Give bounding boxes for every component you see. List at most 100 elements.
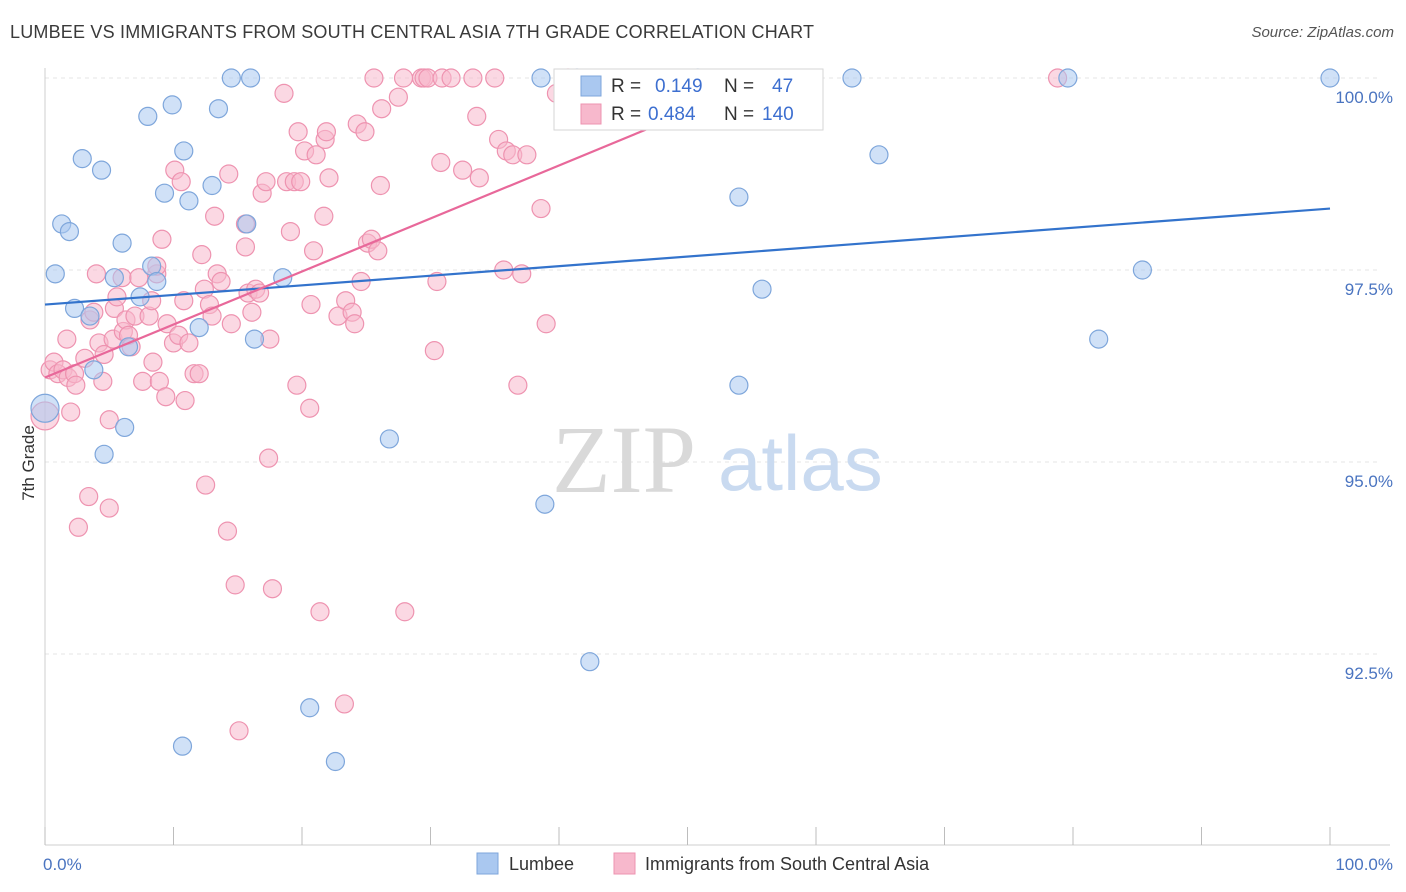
immigrants-point-120 [485, 68, 505, 88]
y-tick-label-2: 97.5% [1345, 280, 1393, 299]
immigrants-point-80 [291, 172, 311, 192]
immigrants-point-47 [179, 333, 199, 353]
axes [44, 68, 1390, 846]
immigrants-point-52 [196, 475, 216, 495]
immigrants-point-83 [301, 294, 321, 315]
lumbee-point-32 [325, 751, 346, 772]
immigrants-point-84 [303, 241, 324, 261]
immigrants-point-118 [467, 106, 487, 127]
lumbee-point-19 [162, 95, 182, 115]
immigrants-point-38 [152, 229, 172, 249]
legend-r-value-1: 0.149 [655, 76, 703, 97]
immigrants-point-102 [368, 241, 388, 261]
lumbee-point-20 [172, 736, 193, 756]
immigrants-point-31 [133, 371, 153, 391]
immigrants-point-61 [225, 575, 245, 595]
lumbee-point-25 [208, 99, 229, 119]
lumbee-point-43 [869, 145, 889, 165]
immigrants-point-115 [441, 68, 461, 88]
bottom-legend-swatch-lumbee [476, 852, 499, 875]
immigrants-point-106 [393, 68, 414, 88]
lumbee-point-29 [241, 68, 261, 88]
lumbee-point-21 [174, 141, 194, 161]
immigrants-point-103 [370, 175, 390, 196]
lumbee-point-47 [1320, 68, 1340, 88]
chart-title: LUMBEE VS IMMIGRANTS FROM SOUTH CENTRAL … [10, 22, 815, 42]
immigrants-point-114 [431, 152, 451, 173]
immigrants-points [30, 68, 1068, 741]
immigrants-point-55 [205, 206, 225, 226]
lumbee-point-33 [379, 429, 399, 449]
immigrants-point-82 [300, 398, 320, 418]
immigrants-point-125 [508, 375, 528, 395]
immigrants-point-87 [314, 206, 334, 226]
immigrants-point-60 [221, 314, 241, 334]
immigrants-point-6 [61, 402, 81, 422]
lumbee-point-1 [45, 264, 65, 284]
immigrants-point-45 [174, 291, 194, 311]
immigrants-point-59 [219, 164, 239, 184]
immigrants-point-85 [306, 145, 326, 165]
lumbee-point-24 [202, 175, 222, 196]
y-tick-label-1: 95.0% [1345, 472, 1393, 491]
watermark-zip: ZIP [552, 406, 696, 513]
grid-lines [45, 77, 1380, 655]
y-tick-labels: 92.5% 95.0% 97.5% 100.0% [1335, 88, 1393, 683]
immigrants-point-71 [258, 448, 279, 468]
immigrants-point-112 [427, 271, 447, 292]
immigrants-point-89 [316, 122, 337, 142]
immigrants-point-66 [242, 302, 262, 322]
x-tick-label-1: 100.0% [1335, 855, 1393, 874]
legend-r-label-2: R = [611, 104, 641, 125]
immigrants-point-78 [287, 375, 307, 395]
lumbee-point-42 [842, 68, 862, 88]
lumbee-point-28 [244, 329, 265, 349]
immigrants-point-50 [192, 245, 212, 265]
lumbee-point-17 [147, 271, 167, 292]
immigrants-point-76 [280, 222, 301, 242]
legend-r-label-1: R = [611, 76, 641, 97]
immigrants-point-127 [517, 145, 537, 165]
lumbee-point-39 [729, 375, 749, 395]
immigrants-point-105 [388, 87, 408, 107]
immigrants-point-44 [171, 172, 191, 192]
legend-swatch-immigrants [580, 103, 602, 125]
lumbee-point-18 [154, 183, 175, 203]
lumbee-point-37 [580, 652, 600, 672]
legend-n-label-1: N = [724, 76, 754, 97]
lumbee-point-11 [112, 233, 132, 253]
lumbee-point-23 [189, 318, 209, 338]
immigrants-point-58 [217, 521, 238, 541]
immigrants-point-111 [424, 341, 444, 361]
lumbee-point-26 [221, 68, 241, 88]
lumbee-point-44 [1058, 68, 1078, 88]
immigrants-point-128 [531, 198, 551, 219]
bottom-legend: Lumbee Immigrants from South Central Asi… [476, 852, 930, 875]
immigrants-point-92 [334, 694, 355, 714]
lumbee-point-46 [1132, 260, 1152, 280]
lumbee-point-3 [59, 222, 80, 242]
lumbee-point-4 [64, 298, 85, 318]
legend-box: R = 0.149 N = 47 R = 0.484 N = 140 [553, 68, 824, 131]
immigrants-point-15 [86, 264, 107, 284]
lumbee-point-27 [237, 214, 257, 234]
immigrants-point-64 [235, 237, 256, 257]
y-axis-label: 7th Grade [19, 425, 38, 501]
immigrants-point-9 [66, 375, 86, 395]
legend-n-value-2: 140 [762, 104, 794, 125]
lumbee-point-10 [104, 268, 124, 288]
immigrants-point-23 [107, 287, 127, 307]
immigrants-point-116 [453, 160, 473, 180]
lumbee-point-5 [72, 149, 92, 169]
y-tick-label-3: 100.0% [1335, 88, 1393, 107]
immigrants-point-10 [68, 517, 89, 537]
legend-n-value-1: 47 [772, 76, 793, 97]
bottom-legend-label-immigrants: Immigrants from South Central Asia [645, 854, 930, 874]
y-tick-label-0: 92.5% [1345, 664, 1393, 683]
immigrants-point-79 [288, 122, 308, 142]
watermark-atlas: atlas [718, 419, 883, 507]
lumbee-point-15 [138, 106, 158, 127]
lumbee-point-0 [30, 393, 60, 423]
immigrants-point-57 [211, 271, 231, 292]
immigrants-point-101 [364, 68, 384, 88]
